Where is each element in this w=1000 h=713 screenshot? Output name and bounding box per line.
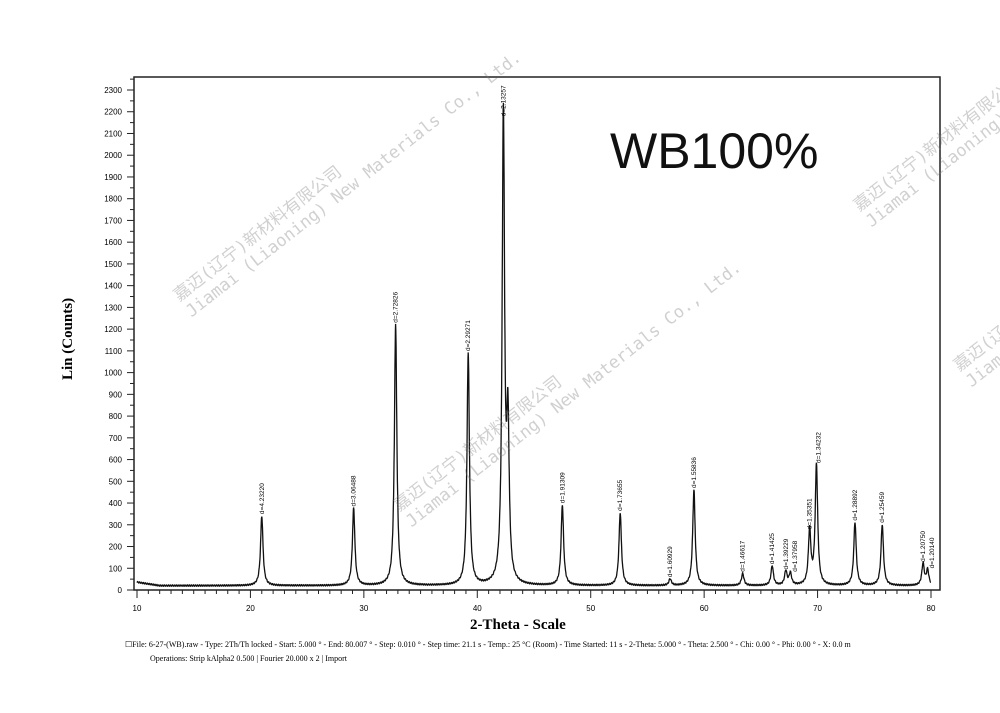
y-tick-label: 300 (109, 521, 123, 530)
y-tick-label: 1400 (104, 282, 122, 291)
chart-title: WB100% (610, 123, 819, 179)
y-tick-label: 1500 (104, 260, 122, 269)
peak-label: d=1.46617 (740, 540, 747, 571)
y-tick-label: 1900 (104, 173, 122, 182)
diffraction-line (136, 102, 932, 588)
y-tick-label: 800 (109, 412, 123, 421)
y-tick-label: 2000 (104, 151, 122, 160)
peak-label: d=2.72826 (393, 291, 400, 322)
x-axis-label: 2-Theta - Scale (470, 617, 566, 633)
y-tick-label: 0 (118, 586, 123, 595)
y-tick-label: 500 (109, 477, 123, 486)
peak-label: d=4.23220 (259, 483, 266, 514)
footer-operations: Operations: Strip kAlpha2 0.500 | Fourie… (150, 654, 347, 663)
y-tick-label: 200 (109, 543, 123, 552)
peak-label: d=1.34232 (816, 432, 823, 463)
peak-label: d=1.73655 (617, 480, 624, 511)
x-tick-label: 10 (133, 604, 142, 613)
y-tick-label: 1600 (104, 238, 122, 247)
x-tick-label: 80 (927, 604, 936, 613)
y-tick-label: 400 (109, 499, 123, 508)
y-tick-label: 2300 (104, 86, 122, 95)
x-tick-label: 70 (813, 604, 822, 613)
y-tick-label: 2200 (104, 108, 122, 117)
y-tick-label: 600 (109, 456, 123, 465)
y-tick-label: 700 (109, 434, 123, 443)
y-tick-label: 900 (109, 390, 123, 399)
peak-label: d=1.41425 (769, 533, 776, 564)
peak-label: d=1.20140 (929, 537, 936, 568)
x-tick-label: 60 (700, 604, 709, 613)
peak-label: d=1.39229 (783, 538, 790, 569)
peak-label: d=1.25459 (879, 491, 886, 522)
peak-label: d=3.06488 (351, 475, 358, 506)
peak-label: d=1.60929 (667, 546, 674, 577)
y-tick-label: 1700 (104, 216, 122, 225)
peak-label: d=1.28892 (852, 489, 859, 520)
peak-label: d=2.29271 (465, 320, 472, 351)
y-tick-label: 1100 (105, 347, 123, 356)
y-tick-label: 1200 (104, 325, 122, 334)
peak-label: d=1.20750 (920, 531, 927, 562)
y-tick-label: 100 (109, 564, 123, 573)
peak-label: d=1.35351 (807, 498, 814, 529)
y-tick-label: 2100 (104, 129, 122, 138)
peak-label: d=1.55836 (691, 457, 698, 488)
peak-label: d=2.13257 (500, 85, 507, 116)
peak-label: d=1.37958 (792, 540, 799, 571)
y-tick-label: 1300 (104, 303, 122, 312)
y-axis-label: Lin (Counts) (60, 297, 76, 380)
y-tick-label: 1000 (104, 369, 122, 378)
footer-line1: File: 6-27-(WB).raw - Type: 2Th/Th locke… (132, 640, 851, 649)
x-tick-label: 30 (359, 604, 368, 613)
x-tick-label: 20 (246, 604, 255, 613)
x-tick-label: 40 (473, 604, 482, 613)
x-tick-label: 50 (586, 604, 595, 613)
y-tick-label: 1800 (104, 195, 122, 204)
footer-file-info: ☐File: 6-27-(WB).raw - Type: 2Th/Th lock… (125, 640, 851, 649)
plot-frame (133, 76, 941, 591)
peak-label: d=1.91309 (559, 472, 566, 503)
